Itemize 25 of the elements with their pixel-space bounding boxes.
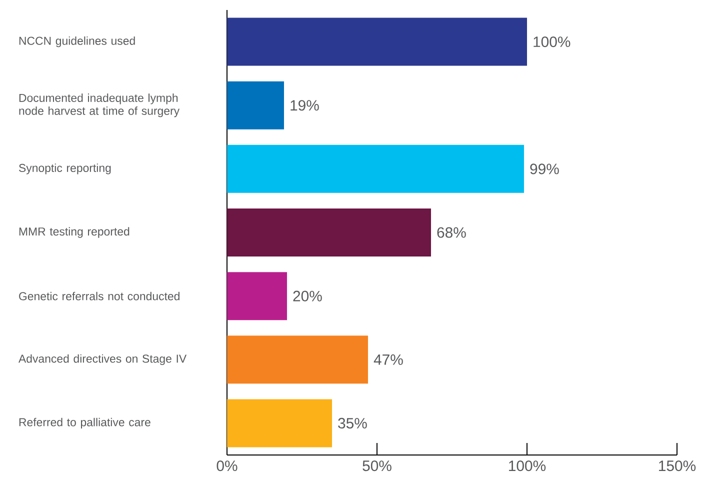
y-tick-label: Advanced directives on Stage IV [18,354,187,365]
bar [227,208,432,257]
bar [227,399,332,448]
data-label: 47% [374,354,403,365]
x-tick-label: 50% [362,460,392,472]
x-tick-label: 0% [216,460,238,472]
y-tick-label: Synoptic reporting [18,164,111,174]
data-label: 20% [293,290,322,302]
x-tick-label: 100% [509,460,546,472]
x-tick-label: 150% [659,460,696,472]
data-label: 100% [534,36,570,48]
y-tick-label: Referred to palliative care [19,418,150,429]
bar [227,144,524,193]
bar [227,272,287,320]
y-tick-label: NCCN guidelines used [19,36,135,48]
bar [227,18,528,66]
bar [227,81,284,130]
data-label: 68% [437,227,466,238]
y-tick-label: MMR testing reported [19,227,130,238]
y-tick-label: Genetic referrals not conducted [19,292,180,300]
data-label: 35% [338,418,367,429]
data-label: 19% [290,100,319,111]
data-label: 99% [530,164,559,174]
bar [227,336,368,384]
y-tick-label: Documented inadequate lymph node harvest at time of surgery [19,94,180,118]
